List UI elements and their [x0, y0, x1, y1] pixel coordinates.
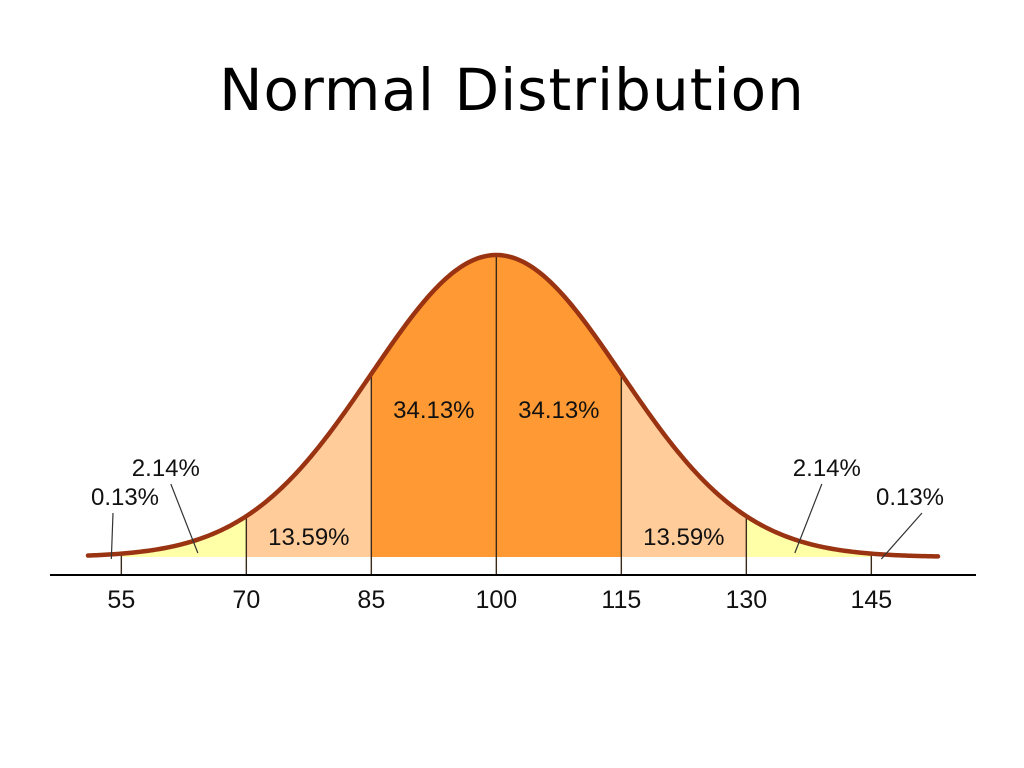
- labels-layer: 55 70 85 100 115 130 145 2.14% 13.59% 34.13% 34.13…: [91, 397, 944, 614]
- x-tick-label-130: 130: [725, 586, 767, 614]
- x-tick-label-85: 85: [357, 586, 385, 614]
- curve-layer: [85, 252, 941, 559]
- x-tick-label-115: 115: [601, 586, 641, 614]
- dividers-layer: [120, 256, 873, 575]
- band-label-4: 13.59%: [643, 524, 724, 551]
- density-curve: [85, 252, 941, 559]
- leader-line-tail-right: [880, 512, 923, 560]
- band-label-3: 34.13%: [518, 397, 599, 424]
- band-label-0: 2.14%: [132, 455, 200, 482]
- leader-line-band-0: [170, 483, 199, 554]
- slide-title: Normal Distribution: [219, 56, 805, 124]
- leader-line-tail-left: [110, 512, 114, 560]
- band-5: [746, 516, 872, 557]
- x-tick-label-70: 70: [232, 586, 260, 614]
- tail-label-left: 0.13%: [91, 484, 159, 511]
- band-label-5: 2.14%: [793, 455, 861, 482]
- x-tick-label-145: 145: [850, 586, 892, 614]
- leader-line-band-5: [794, 483, 823, 554]
- x-tick-label-100: 100: [475, 586, 517, 614]
- band-label-2: 34.13%: [393, 397, 474, 424]
- band-0: [121, 516, 247, 557]
- band-label-1: 13.59%: [268, 524, 349, 551]
- tail-label-right: 0.13%: [876, 484, 944, 511]
- x-tick-label-55: 55: [107, 586, 135, 614]
